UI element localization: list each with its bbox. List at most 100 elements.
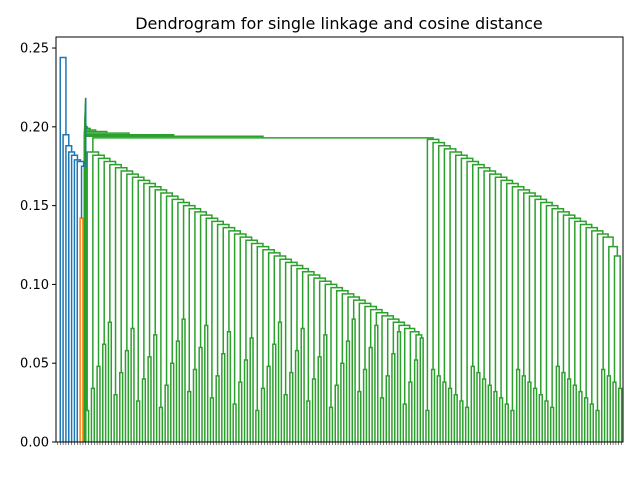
link-148 xyxy=(583,397,589,442)
link-14 xyxy=(158,406,164,442)
link-44 xyxy=(328,406,334,442)
link-18 xyxy=(181,318,186,442)
link-51 xyxy=(368,346,373,442)
link-137 xyxy=(521,375,526,442)
link-70 xyxy=(364,305,378,370)
link-30 xyxy=(249,337,254,442)
link-110 xyxy=(137,179,151,402)
link-223 xyxy=(59,56,67,442)
link-135 xyxy=(510,409,515,442)
link-143 xyxy=(555,365,560,442)
link-5 xyxy=(107,321,113,442)
link-136 xyxy=(515,368,521,442)
y-tick-label-4: 0.20 xyxy=(20,120,49,135)
link-28 xyxy=(238,381,243,442)
link-147 xyxy=(578,390,583,442)
link-41 xyxy=(311,378,317,442)
link-90 xyxy=(250,242,264,338)
link-131 xyxy=(487,384,492,442)
link-219 xyxy=(70,154,79,442)
link-95 xyxy=(222,226,236,354)
link-152 xyxy=(606,375,611,442)
link-33 xyxy=(266,365,271,442)
link-66 xyxy=(386,318,400,376)
link-13 xyxy=(153,334,158,442)
link-39 xyxy=(300,327,305,442)
link-48 xyxy=(351,318,356,442)
y-tick-label-0: 0.00 xyxy=(20,436,49,451)
link-10 xyxy=(136,400,141,442)
y-axis: 0.00 0.05 0.10 0.15 0.20 0.25 xyxy=(20,42,56,451)
link-160 xyxy=(585,226,599,398)
link-46 xyxy=(340,362,345,442)
link-179 xyxy=(477,167,491,373)
link-11 xyxy=(141,378,147,442)
link-19 xyxy=(187,390,192,442)
link-6 xyxy=(113,393,118,442)
link-40 xyxy=(306,400,311,442)
link-62 xyxy=(409,330,420,383)
link-107 xyxy=(154,189,168,335)
link-129 xyxy=(476,371,481,442)
link-111 xyxy=(131,176,145,329)
link-149 xyxy=(589,403,594,442)
link-128 xyxy=(470,365,475,442)
y-tick-label-3: 0.15 xyxy=(20,199,49,214)
link-103 xyxy=(177,201,190,342)
link-94 xyxy=(228,230,242,332)
link-164 xyxy=(562,214,576,373)
link-57 xyxy=(402,403,407,442)
link-146 xyxy=(572,384,577,442)
link-153 xyxy=(612,381,617,442)
link-58 xyxy=(408,381,413,442)
link-189 xyxy=(92,137,434,153)
link-159 xyxy=(591,230,604,405)
link-144 xyxy=(561,371,566,442)
link-29 xyxy=(243,359,249,442)
link-16 xyxy=(170,362,175,442)
link-176 xyxy=(494,176,508,392)
link-22 xyxy=(204,324,209,442)
link-74 xyxy=(341,293,355,364)
link-56 xyxy=(396,330,402,442)
link-27 xyxy=(232,403,237,442)
link-4 xyxy=(102,343,107,442)
link-36 xyxy=(283,393,288,442)
link-31 xyxy=(255,409,260,442)
link-75 xyxy=(335,289,349,386)
link-118 xyxy=(92,154,105,389)
link-168 xyxy=(540,201,553,395)
link-35 xyxy=(277,321,283,442)
link-71 xyxy=(358,302,372,392)
link-79 xyxy=(313,277,327,379)
link-38 xyxy=(294,349,300,442)
link-175 xyxy=(500,179,514,398)
plot-frame xyxy=(55,36,624,443)
link-150 xyxy=(595,409,600,442)
link-82 xyxy=(296,267,310,351)
link-83 xyxy=(290,264,304,373)
link-12 xyxy=(147,356,152,442)
link-155 xyxy=(613,255,621,389)
link-91 xyxy=(245,239,259,361)
link-184 xyxy=(449,151,463,389)
link-126 xyxy=(459,400,464,442)
link-145 xyxy=(566,378,572,442)
link-156 xyxy=(608,245,619,376)
link-142 xyxy=(549,406,555,442)
link-139 xyxy=(532,387,538,442)
link-151 xyxy=(600,368,606,442)
link-188 xyxy=(426,138,440,411)
link-102 xyxy=(182,204,196,320)
link-99 xyxy=(199,214,213,348)
link-133 xyxy=(498,397,504,442)
link-86 xyxy=(273,255,287,345)
link-53 xyxy=(379,397,385,442)
link-54 xyxy=(385,375,390,442)
link-215 xyxy=(79,217,84,442)
link-67 xyxy=(381,315,395,398)
link-87 xyxy=(267,252,281,367)
dendrogram-links xyxy=(59,56,623,442)
link-32 xyxy=(260,387,266,442)
